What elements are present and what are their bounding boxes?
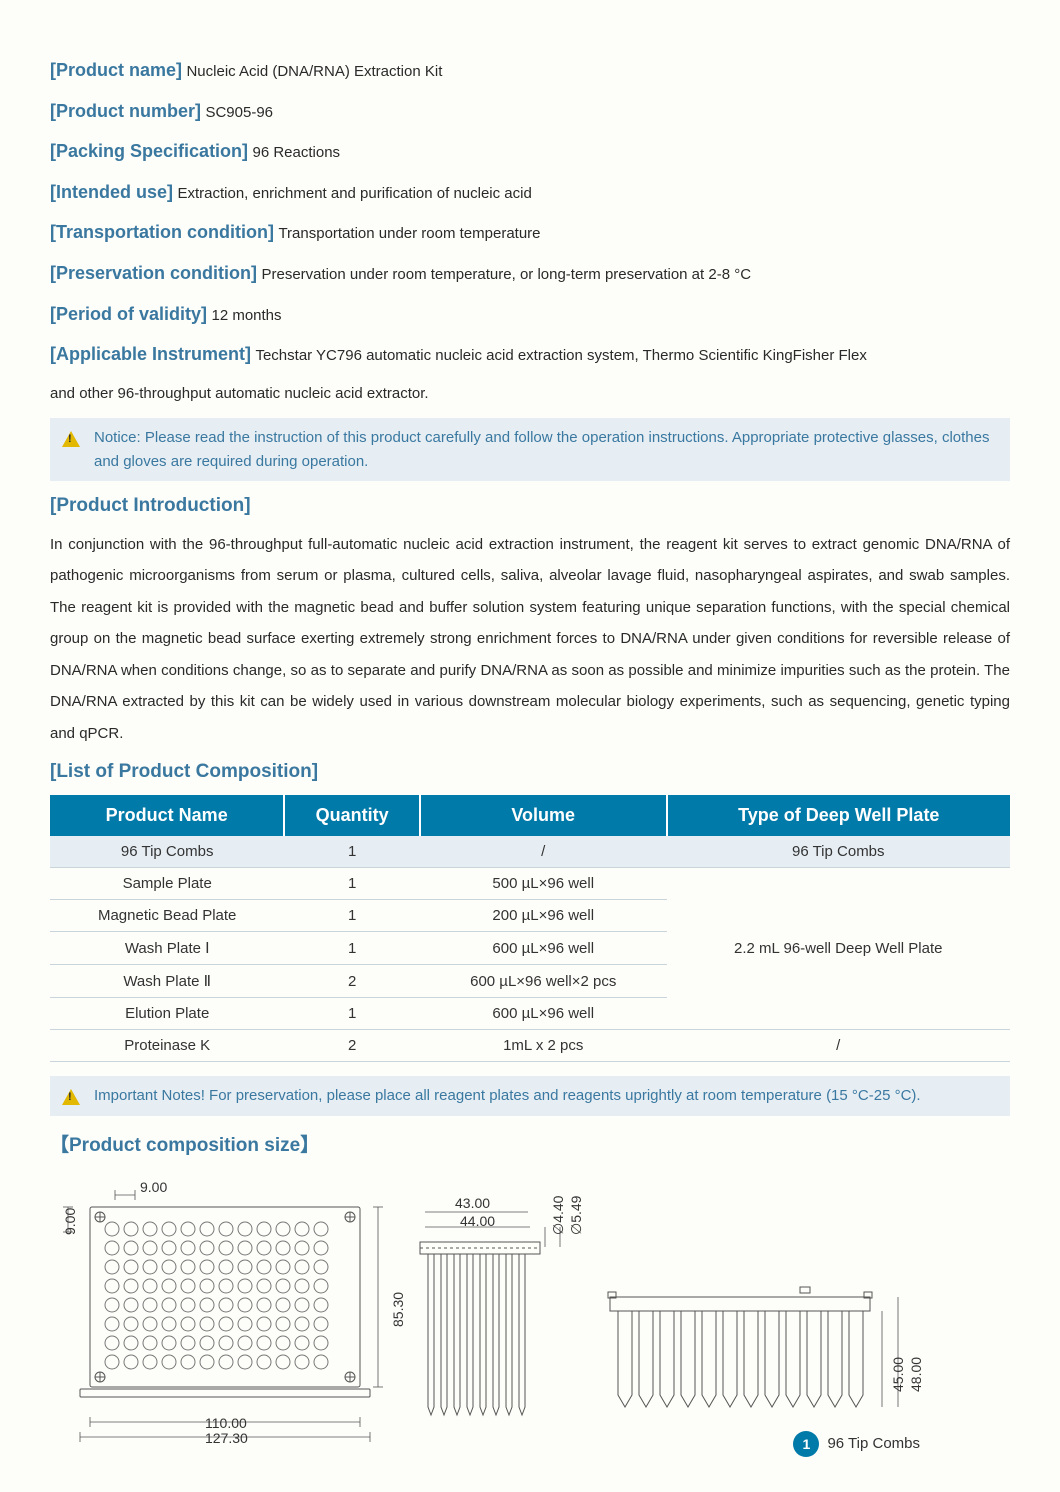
section-size-heading: 【Product composition size】	[50, 1130, 1010, 1157]
value: Transportation under room temperature	[278, 225, 540, 242]
value: 12 months	[211, 307, 281, 324]
dim-pitch: 9.00	[140, 1179, 167, 1195]
th-type: Type of Deep Well Plate	[667, 795, 1010, 836]
dim-h2: 48.00	[908, 1356, 924, 1391]
meta-validity: [Period of validity] 12 months	[50, 299, 1010, 330]
table-row: 96 Tip Combs 1 / 96 Tip Combs	[50, 836, 1010, 868]
badge-label: 96 Tip Combs	[827, 1435, 920, 1452]
meta-instrument-cont: and other 96-throughput automatic nuclei…	[50, 380, 1010, 409]
table-row: Proteinase K 2 1mL x 2 pcs /	[50, 1030, 1010, 1062]
composition-table: Product Name Quantity Volume Type of Dee…	[50, 795, 1010, 1062]
dim-h: 85.30	[390, 1291, 406, 1326]
dim-w: 110.00	[205, 1415, 247, 1431]
badge-number: 1	[793, 1431, 819, 1457]
diagram-top-view: 110.00 127.30 85.30 9.00 9.00	[50, 1177, 390, 1452]
label: [Transportation condition]	[50, 222, 274, 242]
plate-top-svg	[50, 1177, 390, 1447]
diagrams-row: 110.00 127.30 85.30 9.00 9.00 43.00 44.0…	[50, 1177, 1010, 1452]
side2-svg	[600, 1267, 930, 1447]
dim-d1: ∅4.40	[550, 1195, 567, 1234]
intro-body: In conjunction with the 96-throughput fu…	[50, 529, 1010, 750]
th-name: Product Name	[50, 795, 284, 836]
label: [Preservation condition]	[50, 263, 257, 283]
warning-icon	[62, 1089, 80, 1105]
value: Techstar YC796 automatic nucleic acid ex…	[255, 347, 866, 364]
label: [Product name]	[50, 60, 182, 80]
footer-badge: 1 96 Tip Combs	[793, 1431, 920, 1457]
label: [Applicable Instrument]	[50, 344, 251, 364]
dim-w2: 127.30	[205, 1430, 248, 1446]
meta-packing: [Packing Specification] 96 Reactions	[50, 136, 1010, 167]
meta-product-number: [Product number] SC905-96	[50, 96, 1010, 127]
section-comp-heading: [List of Product Composition]	[50, 761, 1010, 783]
th-qty: Quantity	[284, 795, 420, 836]
warning-icon	[62, 431, 80, 447]
dim-w2b: 44.00	[460, 1213, 495, 1229]
meta-product-name: [Product name] Nucleic Acid (DNA/RNA) Ex…	[50, 55, 1010, 86]
label: [Period of validity]	[50, 304, 207, 324]
dim-pitch-v: 9.00	[62, 1207, 78, 1234]
th-vol: Volume	[420, 795, 667, 836]
meta-transport: [Transportation condition] Transportatio…	[50, 217, 1010, 248]
dim-h1: 45.00	[890, 1356, 906, 1391]
notice-box-2: Important Notes! For preservation, pleas…	[50, 1076, 1010, 1115]
value: SC905-96	[205, 104, 273, 121]
value: Preservation under room temperature, or …	[261, 266, 751, 283]
table-row: Sample Plate 1 500 µL×96 well 2.2 mL 96-…	[50, 868, 1010, 900]
label: [Product number]	[50, 101, 201, 121]
value: Extraction, enrichment and purification …	[177, 185, 531, 202]
notice-text: Notice: Please read the instruction of t…	[94, 426, 998, 473]
value: Nucleic Acid (DNA/RNA) Extraction Kit	[186, 63, 442, 80]
notice-box-1: Notice: Please read the instruction of t…	[50, 418, 1010, 481]
meta-intended: [Intended use] Extraction, enrichment an…	[50, 177, 1010, 208]
meta-instrument: [Applicable Instrument] Techstar YC796 a…	[50, 339, 1010, 370]
meta-preserve: [Preservation condition] Preservation un…	[50, 258, 1010, 289]
label: [Packing Specification]	[50, 141, 248, 161]
notice-text: Important Notes! For preservation, pleas…	[94, 1084, 921, 1107]
label: [Intended use]	[50, 182, 173, 202]
section-intro-heading: [Product Introduction]	[50, 495, 1010, 517]
value: 96 Reactions	[253, 144, 341, 161]
dim-w1: 43.00	[455, 1195, 490, 1211]
merged-cell: 2.2 mL 96-well Deep Well Plate	[667, 868, 1010, 1030]
diagram-side-2: 45.00 48.00 1 96 Tip Combs	[600, 1267, 930, 1452]
diagram-side-1: 43.00 44.00 ∅4.40 ∅5.49	[410, 1187, 580, 1452]
dim-d2: ∅5.49	[568, 1195, 585, 1234]
